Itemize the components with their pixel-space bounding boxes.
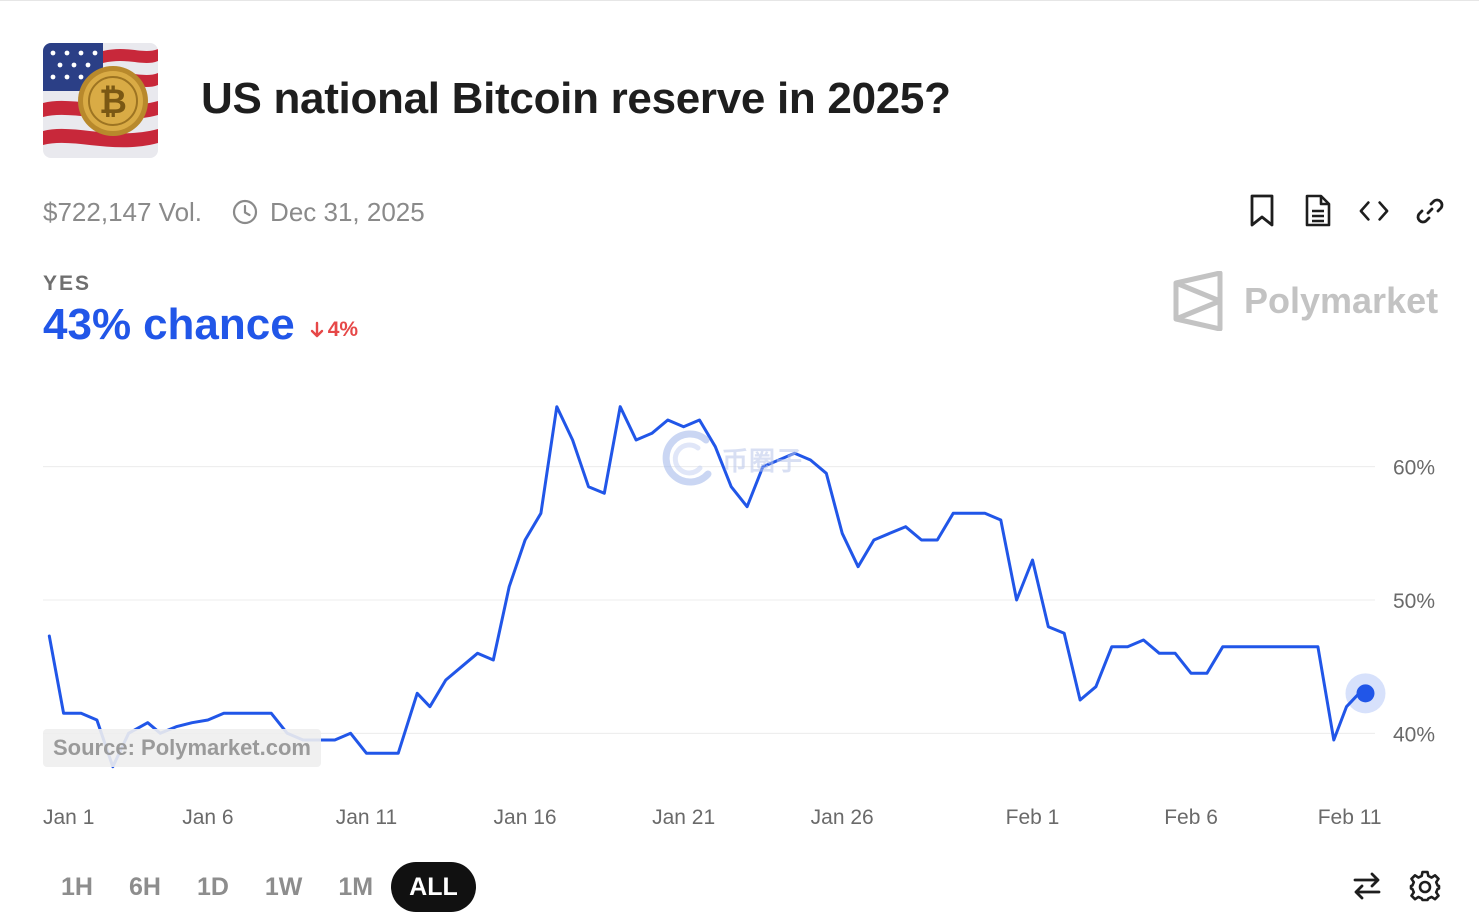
embed-button[interactable] — [1359, 193, 1389, 229]
code-icon — [1359, 201, 1389, 221]
watermark-text: 币圈子 — [722, 445, 804, 476]
top-divider — [0, 0, 1479, 1]
x-tick-label: Jan 1 — [43, 806, 94, 829]
chart-tools — [1349, 868, 1443, 904]
x-axis: Jan 1 Jan 6 Jan 11 Jan 16 Jan 21 Jan 26 Feb 1 F… — [43, 806, 1382, 829]
brand-logo: Polymarket — [1172, 271, 1438, 331]
brand-name: Polymarket — [1244, 280, 1439, 321]
chance-row: 43% chance 4% — [43, 300, 358, 350]
copy-link-button[interactable] — [1415, 193, 1445, 229]
polymarket-logo-icon — [1173, 271, 1223, 331]
swap-icon — [1353, 872, 1381, 900]
gear-icon — [1409, 870, 1441, 902]
x-tick-label: Jan 21 — [652, 806, 715, 829]
end-date-text: Dec 31, 2025 — [270, 196, 425, 227]
outcome-label: YES — [43, 272, 92, 295]
range-1h-button[interactable]: 1H — [61, 872, 93, 901]
y-tick-label: 60% — [1393, 457, 1435, 480]
swap-outcome-button[interactable] — [1349, 868, 1385, 904]
chance-value: 43% — [43, 300, 132, 349]
chance-word: chance — [143, 300, 295, 349]
market-image: ₿ — [43, 43, 158, 158]
chance-delta: 4% — [309, 318, 358, 342]
chart-grid — [43, 466, 1375, 734]
document-button[interactable] — [1303, 193, 1333, 229]
document-icon — [1305, 194, 1331, 227]
bookmark-button[interactable] — [1247, 193, 1277, 229]
x-tick-label: Feb 6 — [1164, 806, 1218, 829]
range-6h-button[interactable]: 6H — [128, 872, 161, 901]
watermark: 币圈子 — [662, 430, 803, 488]
bitcoin-flag-icon: ₿ — [43, 43, 158, 158]
arrow-down-icon — [310, 321, 323, 338]
range-1w-button[interactable]: 1W — [264, 872, 303, 901]
x-tick-label: Jan 26 — [811, 806, 874, 829]
range-all-button[interactable]: ALL — [391, 862, 476, 912]
market-meta: $722,147 Vol. Dec 31, 2025 — [43, 195, 425, 229]
watermark-logo-icon — [662, 430, 712, 486]
y-axis: 40% 50% 60% — [1393, 457, 1435, 747]
chart-settings-button[interactable] — [1407, 868, 1443, 904]
link-icon — [1416, 198, 1444, 224]
source-label: Source: Polymarket.com — [43, 729, 321, 767]
y-tick-label: 40% — [1393, 723, 1435, 746]
delta-value: 4% — [327, 318, 359, 341]
x-tick-label: Jan 16 — [494, 806, 557, 829]
time-range-selector: 1H 6H 1D 1W 1M ALL — [43, 862, 476, 912]
x-tick-label: Feb 11 — [1318, 806, 1382, 829]
clock-icon — [232, 199, 258, 225]
bookmark-icon — [1250, 194, 1274, 227]
range-1m-button[interactable]: 1M — [338, 872, 374, 901]
market-actions — [1247, 193, 1445, 229]
market-title: US national Bitcoin reserve in 2025? — [201, 74, 951, 123]
y-tick-label: 50% — [1393, 590, 1435, 613]
current-point[interactable] — [1356, 684, 1375, 703]
range-1d-button[interactable]: 1D — [196, 872, 229, 901]
svg-text:₿: ₿ — [99, 82, 127, 122]
volume-text: $722,147 Vol. — [43, 196, 203, 227]
x-tick-label: Jan 6 — [182, 806, 233, 829]
x-tick-label: Jan 11 — [336, 806, 398, 829]
x-tick-label: Feb 1 — [1006, 806, 1060, 829]
